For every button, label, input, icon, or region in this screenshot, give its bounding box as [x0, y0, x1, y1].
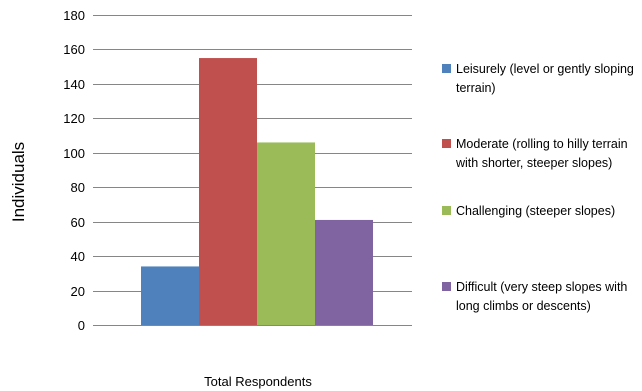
- legend-swatch-challenging: [442, 206, 451, 215]
- y-tick-label: 180: [63, 8, 85, 23]
- y-tick-label: 140: [63, 77, 85, 92]
- bar-series-1: [141, 266, 199, 325]
- y-tick-label: 40: [71, 249, 85, 264]
- legend-label-leisurely: Leisurely (level or gently sloping terra…: [456, 62, 634, 95]
- y-tick-label: 0: [78, 318, 85, 333]
- y-tick-label: 20: [71, 284, 85, 299]
- bar-series-3: [257, 142, 315, 325]
- y-tick-label: 120: [63, 111, 85, 126]
- legend-swatch-moderate: [442, 139, 451, 148]
- bar-series-2: [199, 58, 257, 326]
- legend: Leisurely (level or gently sloping terra…: [442, 0, 642, 391]
- bar-chart: 0 20 40 60 80 100 120 140 160 180 Total Responden…: [9, 8, 412, 389]
- y-tick-label: 60: [71, 215, 85, 230]
- legend-label-moderate: Moderate (rolling to hilly terrain with …: [456, 137, 628, 170]
- bar-series-4: [315, 219, 373, 325]
- y-tick-label: 80: [71, 180, 85, 195]
- x-category-label: Total Respondents: [204, 374, 312, 389]
- legend-label-challenging: Challenging (steeper slopes): [456, 204, 616, 218]
- legend-label-difficult: Difficult (very steep slopes with long c…: [456, 280, 628, 313]
- y-axis-title: Individuals: [9, 142, 28, 222]
- y-tick-labels: 0 20 40 60 80 100 120 140 160 180: [63, 8, 85, 333]
- y-tick-label: 160: [63, 42, 85, 57]
- legend-swatch-leisurely: [442, 64, 451, 73]
- bars: [141, 58, 373, 326]
- legend-swatch-difficult: [442, 282, 451, 291]
- y-tick-label: 100: [63, 146, 85, 161]
